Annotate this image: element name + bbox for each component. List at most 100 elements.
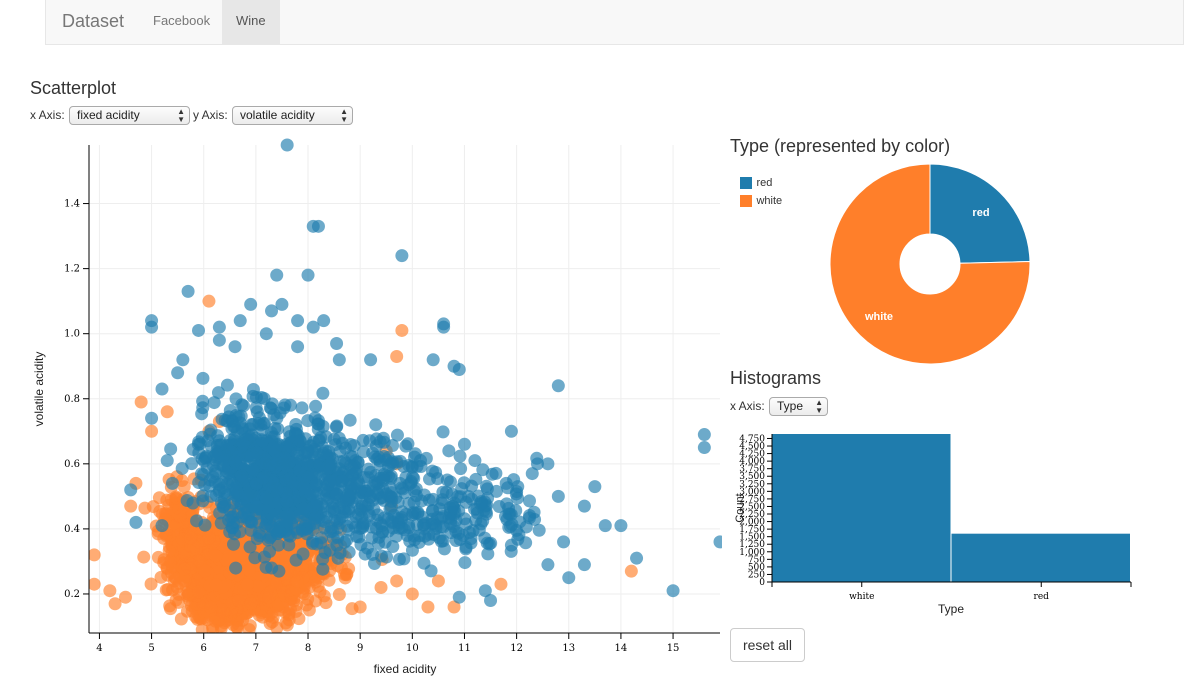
scatter-x-tick-label: 11 bbox=[458, 643, 471, 654]
y-axis-select[interactable]: volatile acidity ▲ ▼ bbox=[232, 106, 353, 125]
scatter-point-white bbox=[431, 574, 445, 588]
scatter-point-red bbox=[666, 584, 680, 598]
scatter-point-red bbox=[454, 462, 468, 476]
scatter-point-red bbox=[484, 536, 498, 550]
scatter-point-red bbox=[332, 353, 346, 367]
scatter-point-white bbox=[146, 500, 160, 514]
scatter-point-red bbox=[155, 382, 169, 396]
type-legend: red white bbox=[740, 174, 782, 210]
scatter-point-red bbox=[248, 551, 262, 565]
scatter-point-red bbox=[145, 411, 159, 425]
scatter-point-red bbox=[270, 411, 284, 425]
histogram-y-tick-label: 4,500 bbox=[739, 442, 765, 452]
scatter-point-red bbox=[340, 533, 354, 547]
tab-facebook[interactable]: Facebook bbox=[153, 13, 211, 28]
scatter-point-red bbox=[468, 454, 482, 468]
scatter-point-red bbox=[347, 439, 361, 453]
scatter-point-white bbox=[390, 574, 404, 588]
scatter-point-red bbox=[345, 450, 359, 464]
scatter-point-red bbox=[228, 454, 242, 468]
scatter-y-tick-label: 1.2 bbox=[64, 264, 80, 275]
scatter-point-red bbox=[335, 474, 349, 488]
scatter-point-red bbox=[446, 499, 460, 513]
scatter-point-red bbox=[598, 519, 612, 533]
scatter-y-tick-label: 1.4 bbox=[64, 199, 80, 210]
scatter-point-red bbox=[176, 353, 190, 367]
scatter-point-red bbox=[259, 492, 273, 506]
scatter-point-white bbox=[231, 621, 245, 633]
scatter-point-red bbox=[386, 438, 400, 452]
scatter-point-red bbox=[395, 510, 409, 524]
scatter-point-white bbox=[145, 424, 159, 438]
scatter-point-red bbox=[229, 561, 243, 575]
scatter-point-red bbox=[246, 382, 260, 396]
histogram-x-axis-select[interactable]: Type ▲ ▼ bbox=[769, 397, 828, 416]
navbar-brand[interactable]: Dataset bbox=[62, 11, 125, 31]
x-axis-select-value: fixed acidity bbox=[77, 108, 140, 122]
legend-item-red[interactable]: red bbox=[740, 174, 782, 192]
scatter-point-red bbox=[451, 490, 465, 504]
donut-slice-red[interactable] bbox=[929, 163, 1031, 264]
scatter-point-red bbox=[443, 517, 457, 531]
scatter-point-white bbox=[189, 542, 203, 556]
scatter-points bbox=[89, 138, 722, 633]
scatter-point-white bbox=[338, 567, 352, 581]
scatter-point-red bbox=[481, 547, 495, 561]
scatter-point-red bbox=[407, 471, 421, 485]
scatter-point-white bbox=[166, 583, 180, 597]
scatter-x-tick-label: 12 bbox=[510, 643, 523, 654]
scatter-point-red bbox=[258, 456, 272, 470]
scatter-point-red bbox=[480, 482, 494, 496]
histogram-bar-red[interactable] bbox=[951, 533, 1131, 582]
histogram-x-axis-title: Type bbox=[938, 602, 964, 616]
scatter-point-red bbox=[280, 495, 294, 509]
scatter-point-red bbox=[357, 470, 371, 484]
scatter-point-red bbox=[228, 340, 242, 354]
scatter-point-white bbox=[163, 554, 177, 568]
scatter-point-red bbox=[532, 523, 546, 537]
scatter-point-red bbox=[396, 482, 410, 496]
scatter-x-tick-label: 14 bbox=[615, 643, 628, 654]
scatter-point-red bbox=[243, 540, 257, 554]
histogram-y-tick-label: 2,500 bbox=[739, 502, 765, 512]
scatter-point-white bbox=[144, 577, 158, 591]
histogram-y-tick-label: 250 bbox=[748, 570, 765, 580]
scatter-point-red bbox=[233, 314, 247, 328]
type-heading: Type (represented by color) bbox=[730, 136, 951, 156]
histogram-x-axis-select-value: Type bbox=[777, 399, 804, 413]
scatter-point-red bbox=[413, 454, 427, 468]
scatter-x-axis-title: fixed acidity bbox=[374, 662, 437, 676]
scatter-point-red bbox=[283, 472, 297, 486]
x-axis-select[interactable]: fixed acidity ▲ ▼ bbox=[69, 106, 190, 125]
scatter-point-red bbox=[327, 502, 341, 516]
scatter-point-red bbox=[279, 515, 293, 529]
scatter-point-red bbox=[212, 333, 226, 347]
scatter-point-red bbox=[330, 538, 344, 552]
scatter-point-red bbox=[469, 472, 483, 486]
histogram-y-tick-label: 4,250 bbox=[739, 450, 765, 460]
scatter-point-red bbox=[522, 494, 536, 508]
histogram-y-tick-label: 750 bbox=[748, 555, 765, 565]
legend-item-white[interactable]: white bbox=[740, 192, 782, 210]
reset-all-button[interactable]: reset all bbox=[730, 628, 805, 662]
scatter-point-red bbox=[196, 394, 210, 408]
scatter-point-red bbox=[504, 538, 518, 552]
histogram-y-tick-label: 3,500 bbox=[739, 472, 765, 482]
scatter-point-red bbox=[256, 434, 270, 448]
scatter-point-red bbox=[233, 525, 247, 539]
histogram-bar-white[interactable] bbox=[772, 434, 951, 582]
scatter-point-red bbox=[203, 479, 217, 493]
scatter-point-red bbox=[360, 541, 374, 555]
scatter-point-red bbox=[577, 499, 591, 513]
scatter-x-tick-label: 8 bbox=[305, 643, 311, 654]
scatter-point-red bbox=[557, 535, 571, 549]
scatter-point-red bbox=[361, 504, 375, 518]
scatter-point-red bbox=[204, 423, 218, 437]
scatter-point-red bbox=[318, 444, 332, 458]
tab-wine[interactable]: Wine bbox=[222, 0, 280, 45]
scatter-point-white bbox=[209, 578, 223, 592]
donut-slice-white[interactable] bbox=[829, 163, 1031, 365]
scatter-point-red bbox=[289, 418, 303, 432]
scatter-point-red bbox=[457, 476, 471, 490]
scatter-point-red bbox=[277, 401, 291, 415]
